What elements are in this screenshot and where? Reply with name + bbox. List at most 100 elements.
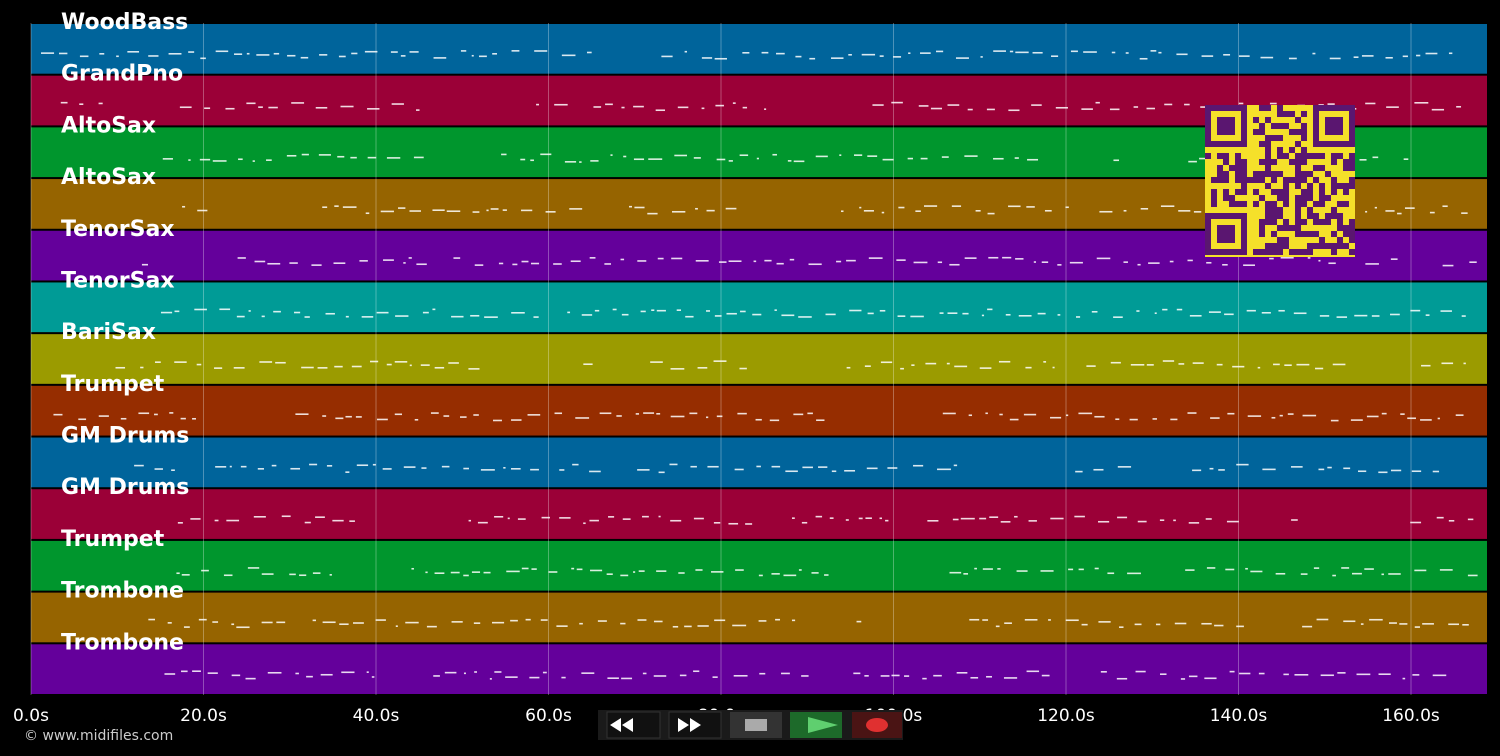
note bbox=[900, 367, 904, 370]
qr-module bbox=[1337, 213, 1343, 219]
note bbox=[1015, 51, 1029, 54]
note bbox=[339, 623, 349, 626]
note bbox=[361, 316, 374, 318]
note bbox=[969, 618, 980, 621]
stop-icon[interactable] bbox=[745, 719, 767, 731]
note bbox=[289, 573, 296, 576]
note bbox=[1091, 310, 1098, 313]
play-icon[interactable] bbox=[808, 717, 838, 733]
note bbox=[564, 161, 577, 163]
note bbox=[341, 671, 355, 674]
forward-button[interactable] bbox=[668, 711, 722, 739]
note bbox=[334, 205, 339, 207]
note bbox=[1293, 312, 1307, 315]
note bbox=[1023, 413, 1037, 416]
note bbox=[1353, 56, 1359, 59]
qr-module bbox=[1289, 177, 1295, 183]
note bbox=[716, 415, 723, 418]
rewind-icon[interactable] bbox=[610, 718, 633, 732]
qr-module bbox=[1349, 231, 1355, 237]
note bbox=[494, 671, 502, 673]
note bbox=[656, 412, 661, 415]
qr-module bbox=[1289, 159, 1295, 165]
note bbox=[953, 464, 958, 467]
note bbox=[408, 257, 412, 259]
track-band bbox=[31, 282, 1487, 333]
note bbox=[859, 206, 862, 209]
play-button[interactable] bbox=[790, 712, 842, 738]
note bbox=[1462, 624, 1469, 626]
note bbox=[807, 412, 813, 415]
note bbox=[1463, 362, 1466, 365]
note bbox=[1336, 316, 1348, 318]
note bbox=[541, 516, 550, 519]
rewind-button[interactable] bbox=[606, 711, 661, 739]
note bbox=[405, 621, 419, 624]
note bbox=[304, 521, 311, 524]
qr-module bbox=[1265, 135, 1271, 141]
forward-icon[interactable] bbox=[678, 718, 701, 732]
note bbox=[911, 364, 915, 366]
note bbox=[853, 154, 863, 156]
note bbox=[985, 412, 988, 415]
note bbox=[1098, 621, 1111, 623]
note bbox=[925, 362, 937, 365]
note bbox=[642, 515, 649, 518]
note bbox=[1135, 670, 1146, 673]
note bbox=[470, 314, 480, 317]
note bbox=[434, 366, 445, 369]
note bbox=[1150, 50, 1157, 52]
qr-module bbox=[1313, 165, 1319, 171]
note bbox=[322, 415, 327, 417]
note bbox=[1288, 57, 1297, 60]
note bbox=[908, 52, 911, 55]
note bbox=[561, 54, 576, 57]
note bbox=[867, 155, 878, 157]
note bbox=[715, 104, 724, 107]
note bbox=[548, 571, 558, 573]
note bbox=[167, 622, 172, 624]
note bbox=[638, 570, 645, 572]
stop-button[interactable] bbox=[730, 712, 782, 738]
qr-module bbox=[1295, 225, 1301, 231]
note bbox=[690, 465, 697, 468]
note bbox=[511, 311, 525, 314]
note bbox=[882, 158, 894, 161]
qr-module bbox=[1271, 243, 1277, 249]
note bbox=[237, 257, 246, 259]
note bbox=[259, 361, 273, 363]
qr-module bbox=[1307, 195, 1313, 201]
note bbox=[505, 676, 518, 678]
note bbox=[1315, 367, 1324, 370]
note bbox=[622, 518, 631, 520]
note bbox=[941, 156, 949, 158]
note bbox=[1399, 623, 1408, 625]
note bbox=[713, 522, 721, 524]
note bbox=[1461, 212, 1468, 214]
note bbox=[999, 413, 1003, 416]
note bbox=[1448, 519, 1455, 522]
note bbox=[212, 621, 219, 623]
qr-module bbox=[1253, 171, 1259, 177]
qr-module bbox=[1283, 219, 1289, 225]
qr-module bbox=[1301, 123, 1307, 129]
qr-module bbox=[1247, 177, 1253, 183]
note bbox=[1364, 568, 1374, 570]
note bbox=[745, 523, 753, 525]
note bbox=[409, 210, 421, 212]
note bbox=[1065, 619, 1079, 622]
note bbox=[1048, 619, 1051, 621]
note bbox=[353, 622, 364, 624]
qr-module bbox=[1331, 243, 1337, 249]
qr-module bbox=[1289, 147, 1295, 153]
note bbox=[881, 211, 885, 214]
record-icon[interactable] bbox=[866, 718, 888, 732]
note bbox=[474, 671, 477, 673]
note bbox=[1378, 673, 1391, 676]
qr-module bbox=[1337, 219, 1343, 225]
qr-module bbox=[1331, 213, 1337, 219]
note bbox=[134, 464, 144, 467]
record-button[interactable] bbox=[852, 712, 902, 738]
note bbox=[801, 521, 808, 524]
qr-module bbox=[1277, 195, 1283, 201]
